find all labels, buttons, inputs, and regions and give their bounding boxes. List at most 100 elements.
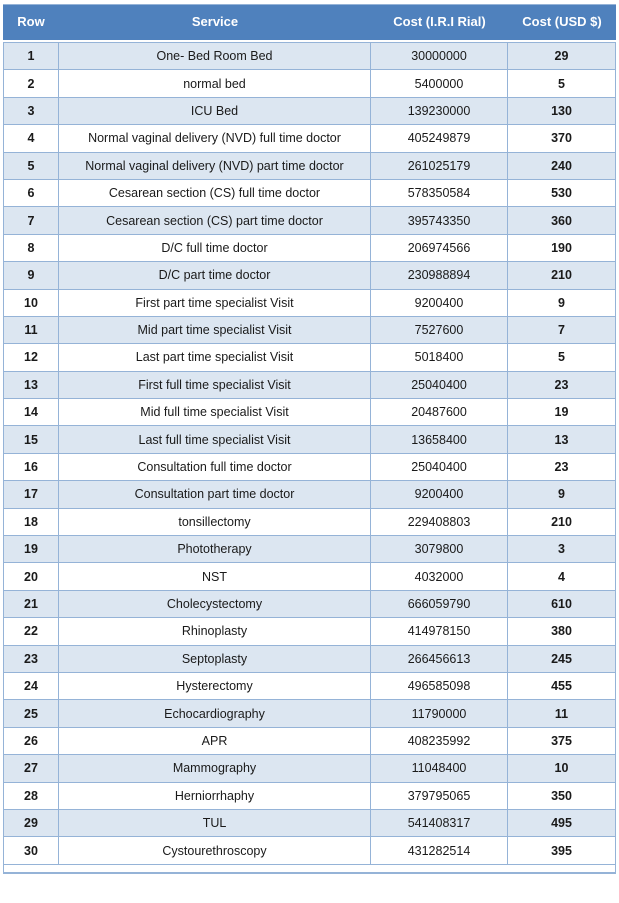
- rial-cost-cell: 30000000: [371, 43, 508, 71]
- usd-cost-cell: 375: [508, 727, 616, 756]
- service-cell: Cholecystectomy: [59, 590, 371, 619]
- row-number-cell: 8: [3, 234, 59, 263]
- service-cell: Normal vaginal delivery (NVD) part time …: [59, 152, 371, 180]
- table-footer-strip: [3, 864, 616, 874]
- row-number-cell: 23: [3, 645, 59, 673]
- service-cell: D/C full time doctor: [59, 234, 371, 263]
- row-number-cell: 26: [3, 727, 59, 756]
- rial-cost-cell: 206974566: [371, 234, 508, 263]
- service-cell: Last part time specialist Visit: [59, 344, 371, 372]
- rial-cost-cell: 230988894: [371, 262, 508, 290]
- service-cell: Cesarean section (CS) full time doctor: [59, 179, 371, 208]
- service-cell: normal bed: [59, 70, 371, 98]
- service-cell: Herniorrhaphy: [59, 782, 371, 810]
- service-cell: Consultation full time doctor: [59, 453, 371, 482]
- service-cell: Mid full time specialist Visit: [59, 399, 371, 427]
- rial-cost-cell: 496585098: [371, 672, 508, 701]
- table-row: 1 One- Bed Room Bed 30000000 29: [3, 43, 616, 71]
- usd-cost-cell: 13: [508, 426, 616, 454]
- service-cell: Mammography: [59, 755, 371, 783]
- rial-cost-cell: 139230000: [371, 97, 508, 126]
- row-number-cell: 12: [3, 344, 59, 372]
- header-row-number: Row: [17, 14, 45, 30]
- rial-cost-cell: 405249879: [371, 125, 508, 153]
- table-row: 11 Mid part time specialist Visit 752760…: [3, 316, 616, 345]
- table-row: 17 Consultation part time doctor 9200400…: [3, 481, 616, 509]
- row-number-cell: 24: [3, 672, 59, 701]
- table-row: 13 First full time specialist Visit 2504…: [3, 371, 616, 400]
- row-number-cell: 13: [3, 371, 59, 400]
- service-cell: Rhinoplasty: [59, 618, 371, 646]
- services-cost-table: Row Service Cost (I.R.I Rial) Cost (USD …: [3, 4, 616, 874]
- rial-cost-cell: 431282514: [371, 837, 508, 865]
- row-number-cell: 28: [3, 782, 59, 810]
- usd-cost-cell: 190: [508, 234, 616, 263]
- usd-cost-cell: 9: [508, 289, 616, 317]
- usd-cost-cell: 29: [508, 43, 616, 71]
- usd-cost-cell: 5: [508, 70, 616, 98]
- table-row: 6 Cesarean section (CS) full time doctor…: [3, 179, 616, 208]
- usd-cost-cell: 455: [508, 672, 616, 701]
- rial-cost-cell: 3079800: [371, 536, 508, 564]
- row-number-cell: 4: [3, 125, 59, 153]
- table-row: 19 Phototherapy 3079800 3: [3, 536, 616, 564]
- rial-cost-cell: 20487600: [371, 399, 508, 427]
- row-number-cell: 29: [3, 809, 59, 838]
- service-cell: Cesarean section (CS) part time doctor: [59, 207, 371, 235]
- rial-cost-cell: 9200400: [371, 289, 508, 317]
- service-cell: TUL: [59, 809, 371, 838]
- row-number-cell: 6: [3, 179, 59, 208]
- row-number-cell: 22: [3, 618, 59, 646]
- service-cell: Phototherapy: [59, 536, 371, 564]
- usd-cost-cell: 5: [508, 344, 616, 372]
- usd-cost-cell: 23: [508, 371, 616, 400]
- table-row: 2 normal bed 5400000 5: [3, 70, 616, 98]
- table-row: 18 tonsillectomy 229408803 210: [3, 508, 616, 537]
- rial-cost-cell: 266456613: [371, 645, 508, 673]
- table-row: 28 Herniorrhaphy 379795065 350: [3, 782, 616, 810]
- rial-cost-cell: 25040400: [371, 371, 508, 400]
- service-cell: Last full time specialist Visit: [59, 426, 371, 454]
- rial-cost-cell: 11790000: [371, 700, 508, 728]
- rial-cost-cell: 5018400: [371, 344, 508, 372]
- usd-cost-cell: 245: [508, 645, 616, 673]
- rial-cost-cell: 13658400: [371, 426, 508, 454]
- usd-cost-cell: 395: [508, 837, 616, 865]
- rial-cost-cell: 7527600: [371, 316, 508, 345]
- rial-cost-cell: 666059790: [371, 590, 508, 619]
- table-row: 24 Hysterectomy 496585098 455: [3, 672, 616, 701]
- row-number-cell: 10: [3, 289, 59, 317]
- row-number-cell: 7: [3, 207, 59, 235]
- usd-cost-cell: 3: [508, 536, 616, 564]
- table-row: 5 Normal vaginal delivery (NVD) part tim…: [3, 152, 616, 180]
- usd-cost-cell: 610: [508, 590, 616, 619]
- row-number-cell: 17: [3, 481, 59, 509]
- rial-cost-cell: 25040400: [371, 453, 508, 482]
- usd-cost-cell: 530: [508, 179, 616, 208]
- service-cell: Mid part time specialist Visit: [59, 316, 371, 345]
- service-cell: Hysterectomy: [59, 672, 371, 701]
- usd-cost-cell: 4: [508, 563, 616, 591]
- table-row: 16 Consultation full time doctor 2504040…: [3, 453, 616, 482]
- table-row: 30 Cystourethroscopy 431282514 395: [3, 837, 616, 865]
- row-number-cell: 25: [3, 700, 59, 728]
- usd-cost-cell: 210: [508, 262, 616, 290]
- usd-cost-cell: 370: [508, 125, 616, 153]
- table-row: 26 APR 408235992 375: [3, 727, 616, 756]
- header-service: Service: [191, 14, 239, 30]
- table-row: 21 Cholecystectomy 666059790 610: [3, 590, 616, 619]
- table-row: 4 Normal vaginal delivery (NVD) full tim…: [3, 125, 616, 153]
- row-number-cell: 2: [3, 70, 59, 98]
- table-row: 15 Last full time specialist Visit 13658…: [3, 426, 616, 454]
- rial-cost-cell: 11048400: [371, 755, 508, 783]
- usd-cost-cell: 350: [508, 782, 616, 810]
- usd-cost-cell: 19: [508, 399, 616, 427]
- rial-cost-cell: 229408803: [371, 508, 508, 537]
- row-number-cell: 19: [3, 536, 59, 564]
- table-row: 3 ICU Bed 139230000 130: [3, 97, 616, 126]
- service-cell: One- Bed Room Bed: [59, 43, 371, 71]
- row-number-cell: 1: [3, 43, 59, 71]
- service-cell: NST: [59, 563, 371, 591]
- row-number-cell: 21: [3, 590, 59, 619]
